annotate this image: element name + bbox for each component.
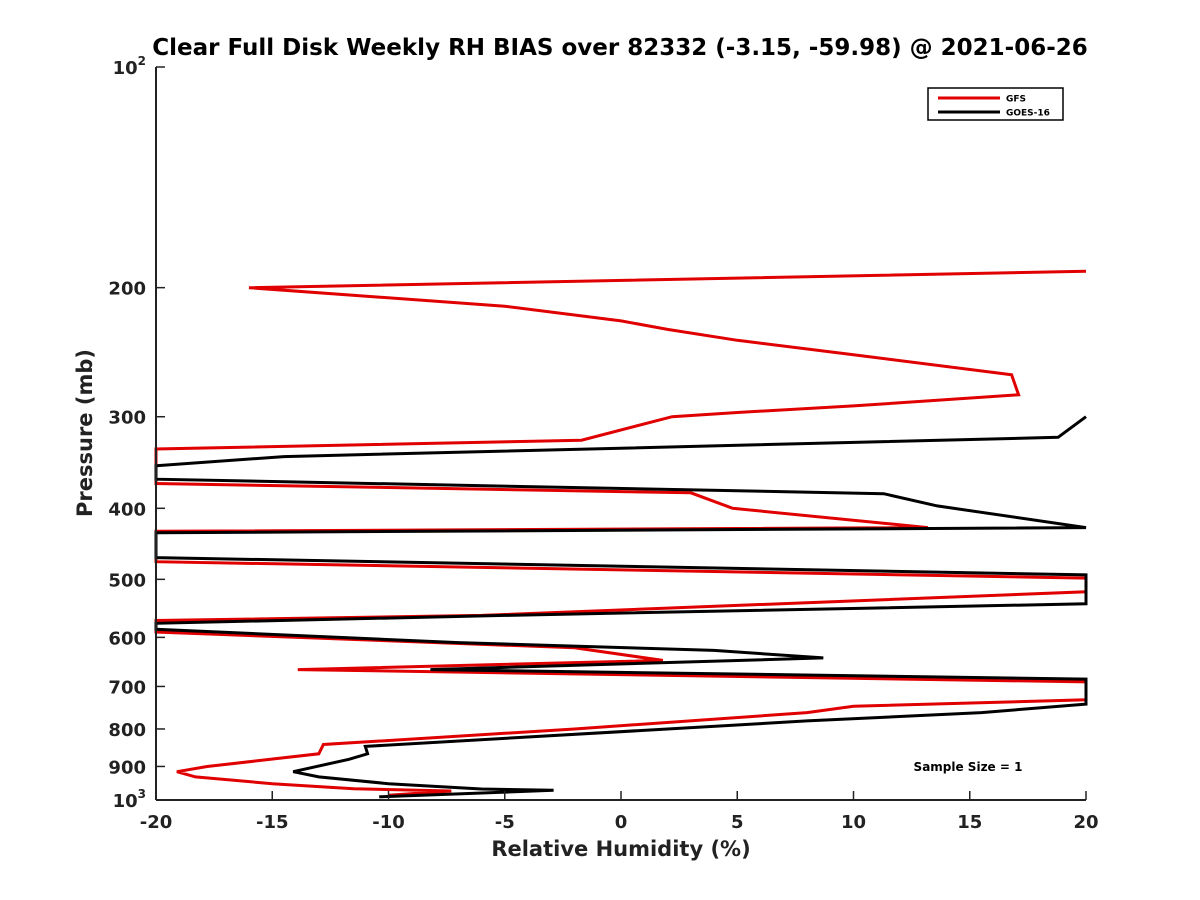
series-line-1 [154, 415, 1088, 799]
legend-label-0: GFS [1006, 95, 1026, 105]
x-tick-label: -5 [495, 812, 515, 833]
y-tick-label: 300 [108, 408, 146, 429]
legend-box [927, 87, 1064, 121]
y-tick-label: 500 [108, 570, 146, 591]
legend: GFS GOES-16 [927, 87, 1064, 121]
chart-title: Clear Full Disk Weekly RH BIAS over 8233… [152, 35, 1088, 61]
y-tick-label: 900 [108, 757, 146, 778]
x-tick-label: -10 [372, 812, 405, 833]
legend-items: GFS GOES-16 [938, 95, 1050, 119]
y-tick-label: 200 [108, 279, 146, 300]
y-tick-label: 103 [113, 787, 146, 812]
y-tick-label: 700 [108, 677, 146, 698]
y-ticks: 102 200 300 400 500 600 700 800 900 103 [108, 54, 165, 812]
y-tick-label: 600 [108, 628, 146, 649]
x-tick-label: 0 [615, 812, 628, 833]
y-tick-label: 800 [108, 720, 146, 741]
axes-layer [155, 67, 1086, 801]
x-axis-label: Relative Humidity (%) [491, 837, 750, 861]
y-tick-label: 102 [113, 54, 146, 79]
x-tick-label: 10 [841, 812, 866, 833]
x-tick-label: -15 [256, 812, 289, 833]
x-tick-label: 20 [1073, 812, 1098, 833]
y-tick-label: 400 [108, 499, 146, 520]
series-layer [154, 269, 1088, 799]
x-tick-label: -20 [140, 812, 173, 833]
legend-label-1: GOES-16 [1006, 109, 1050, 119]
x-ticks: -20 -15 -10 -5 0 5 10 15 20 [140, 791, 1099, 833]
x-tick-label: 5 [731, 812, 744, 833]
y-axis-label: Pressure (mb) [73, 349, 97, 517]
plot-area: -20 -15 -10 -5 0 5 10 15 20 102 200 300 400 500 600 70… [108, 54, 1098, 833]
sample-size-annotation: Sample Size = 1 [914, 760, 1023, 774]
x-tick-label: 15 [957, 812, 982, 833]
